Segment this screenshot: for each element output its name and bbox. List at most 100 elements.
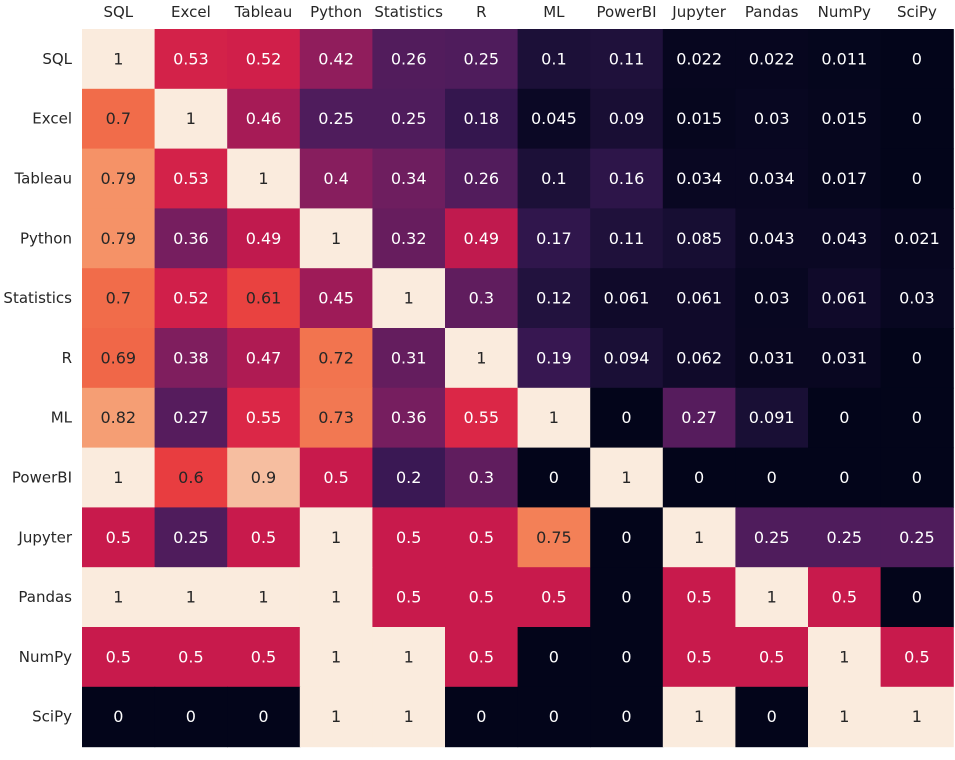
heatmap-cell-sql-excel [154,29,228,90]
heatmap-cell-statistics-python [299,268,373,329]
heatmap-cell-r-r [445,328,519,389]
cell-annotation: 0 [912,49,922,68]
cell-annotation: 0 [113,707,123,726]
heatmap-cell-numpy-sql [82,627,156,688]
cell-annotation: 1 [113,468,123,487]
heatmap-cell-excel-scipy [880,88,954,150]
cell-annotation: 0.5 [323,468,348,487]
heatmap-cell-jupyter-jupyter [662,507,736,568]
heatmap-cell-statistics-scipy [880,268,954,329]
cell-annotation: 0.25 [391,109,427,128]
cell-annotation: 1 [186,588,196,607]
cell-annotation: 0.11 [609,229,645,248]
annotations-layer: 1 0.53 0.52 0.42 0.26 0.25 0.1 0.11 0.022 0.022 0.… [100,49,939,726]
heatmap-cell-jupyter-excel [154,507,228,568]
heatmap-cell-statistics-powerbi [590,268,664,329]
cell-annotation: 0.5 [469,588,494,607]
heatmap-cell-powerbi-excel [154,447,228,508]
cell-annotation: 0.69 [100,348,136,367]
heatmap-cell-pandas-sql [82,567,156,628]
cell-annotation: 0.6 [178,468,203,487]
cell-annotation: 0.5 [178,647,203,666]
heatmap-cell-statistics-r [445,268,519,329]
y-tick-label: Excel [32,110,72,128]
cell-annotation: 1 [767,588,777,607]
heatmap-cell-ml-python [299,387,373,449]
heatmap-cell-r-tableau [227,328,301,389]
heatmap-cell-tableau-excel [154,148,228,209]
cell-annotation: 1 [839,707,849,726]
cell-annotation: 0.25 [173,528,209,547]
heatmap-cell-tableau-numpy [808,148,882,209]
heatmap-cell-python-python [299,208,373,269]
heatmap-cell-r-numpy [808,328,882,389]
heatmap-cell-ml-statistics [372,387,446,449]
heatmap-cell-sql-ml [517,29,591,90]
heatmap-cell-numpy-jupyter [662,627,736,688]
cell-annotation: 0.031 [749,348,795,367]
heatmap-cell-sql-sql [82,29,156,90]
cell-annotation: 0 [549,468,559,487]
heatmap-cell-ml-numpy [808,387,882,449]
heatmap-cell-python-powerbi [590,208,664,269]
heatmap-cell-pandas-jupyter [662,567,736,628]
cell-annotation: 1 [113,588,123,607]
cell-annotation: 0.5 [759,647,784,666]
cell-annotation: 0.043 [821,229,867,248]
heatmap-cell-scipy-scipy [880,686,954,748]
heatmap-cell-python-r [445,208,519,269]
y-tick-label: Jupyter [17,528,72,546]
heatmap-cell-excel-python [299,88,373,150]
y-tick-label: Statistics [3,289,72,307]
cell-annotation: 0 [621,707,631,726]
cell-annotation: 1 [621,468,631,487]
cell-annotation: 0.045 [531,109,577,128]
cell-annotation: 0.034 [749,169,795,188]
cell-annotation: 0.46 [246,109,282,128]
cell-annotation: 0.45 [318,289,354,308]
x-tick-label: Tableau [234,3,293,21]
cell-annotation: 0.5 [396,588,421,607]
heatmap-cell-numpy-numpy [808,627,882,688]
cell-annotation: 0 [186,707,196,726]
heatmap-cell-python-scipy [880,208,954,269]
heatmap-cell-numpy-r [445,627,519,688]
cell-annotation: 0.031 [821,348,867,367]
heatmap-cell-scipy-r [445,686,519,748]
heatmap-cell-numpy-pandas [735,627,809,688]
cell-annotation: 0.2 [396,468,421,487]
heatmap-cell-excel-powerbi [590,88,664,150]
heatmap-cell-jupyter-tableau [227,507,301,568]
cell-annotation: 0.49 [246,229,282,248]
heatmap-cell-jupyter-pandas [735,507,809,568]
heatmap-cell-numpy-python [299,627,373,688]
cell-annotation: 0 [258,707,268,726]
y-tick-label: Tableau [14,170,73,188]
cell-annotation: 0 [549,647,559,666]
heatmap-cell-powerbi-numpy [808,447,882,508]
cell-annotation: 0.03 [754,289,790,308]
heatmap-cell-sql-statistics [372,29,446,90]
cell-annotation: 0 [476,707,486,726]
heatmap-cell-scipy-ml [517,686,591,748]
heatmap-cell-statistics-numpy [808,268,882,329]
heatmap-cell-numpy-powerbi [590,627,664,688]
cell-annotation: 1 [331,229,341,248]
cell-annotation: 0.017 [821,169,867,188]
cell-annotation: 0.75 [536,528,572,547]
heatmap-cell-statistics-sql [82,268,156,329]
cells-layer [82,29,954,748]
heatmap-cell-sql-python [299,29,373,90]
cell-annotation: 0.53 [173,169,209,188]
cell-annotation: 1 [694,528,704,547]
heatmap-cell-scipy-excel [154,686,228,748]
cell-annotation: 0.26 [391,49,427,68]
heatmap-cell-jupyter-ml [517,507,591,568]
heatmap-cell-numpy-scipy [880,627,954,688]
heatmap-cell-pandas-powerbi [590,567,664,628]
cell-annotation: 1 [331,647,341,666]
heatmap-cell-excel-pandas [735,88,809,150]
cell-annotation: 0.4 [323,169,348,188]
y-tick-labels: SQL Excel Tableau Python Statistics R ML PowerB… [3,50,72,726]
y-tick-label: NumPy [19,648,72,666]
